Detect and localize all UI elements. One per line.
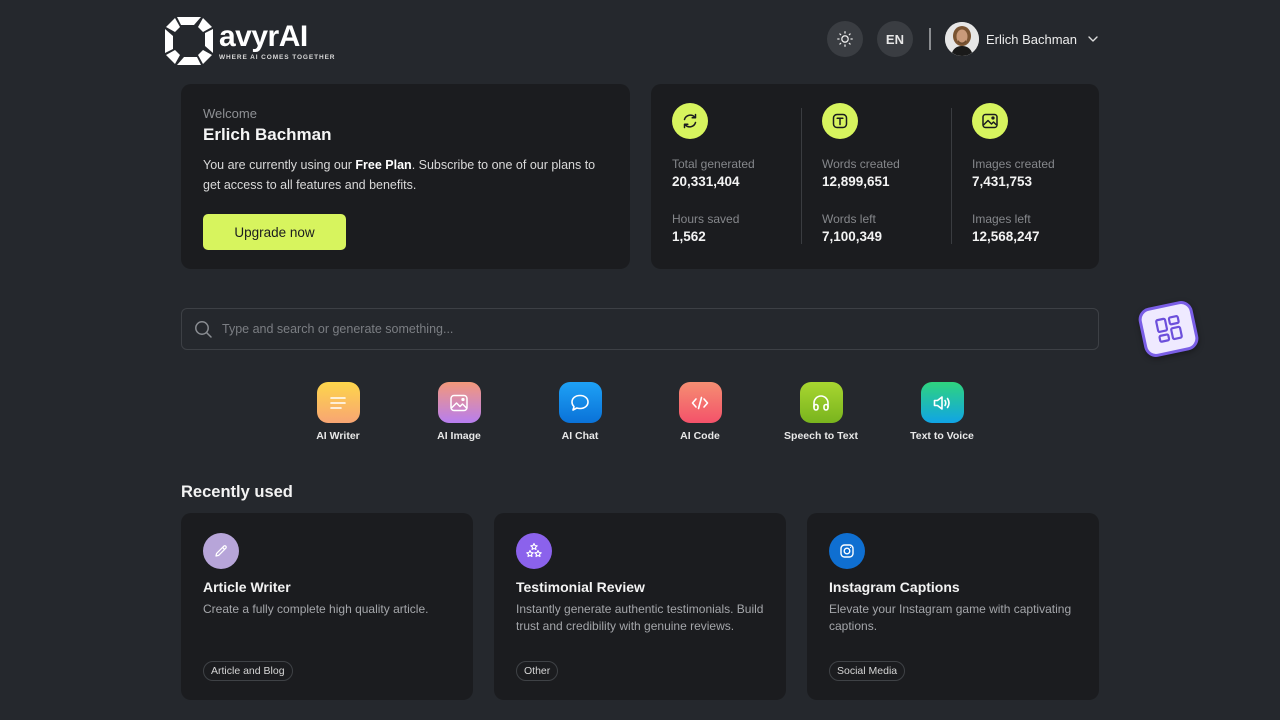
search-icon bbox=[195, 320, 212, 338]
category-tag[interactable]: Article and Blog bbox=[203, 661, 293, 681]
image-icon bbox=[972, 103, 1008, 139]
upgrade-now-button[interactable]: Upgrade now bbox=[203, 214, 346, 250]
user-name: Erlich Bachman bbox=[985, 31, 1077, 47]
recent-card-description: Elevate your Instagram game with captiva… bbox=[829, 602, 1072, 633]
column-divider bbox=[951, 108, 952, 244]
stat-value: 20,331,404 bbox=[672, 174, 740, 189]
stats-card: Total generated 20,331,404 Hours saved 1… bbox=[651, 84, 1099, 269]
logo[interactable]: avyrAI WHERE AI COMES TOGETHER bbox=[163, 15, 335, 67]
search-bar[interactable] bbox=[181, 308, 1099, 350]
header-actions: EN Erlich Bachman bbox=[826, 21, 1099, 57]
tool-label: AI Code bbox=[680, 430, 720, 442]
stat-value: 7,431,753 bbox=[972, 174, 1033, 189]
chat-bubble-icon bbox=[558, 382, 602, 423]
tool-text-to-voice[interactable]: Text to Voice bbox=[892, 382, 992, 442]
user-photo-icon bbox=[944, 22, 979, 56]
image-icon bbox=[437, 382, 481, 423]
column-divider bbox=[801, 108, 802, 244]
stat-value: 12,899,651 bbox=[822, 174, 890, 189]
tool-label: AI Image bbox=[437, 430, 481, 442]
tool-label: Speech to Text bbox=[784, 430, 858, 442]
logo-mark-icon bbox=[165, 17, 213, 65]
stat-label: Images created bbox=[972, 157, 1055, 171]
header: avyrAI WHERE AI COMES TOGETHER EN bbox=[0, 0, 1280, 80]
headphones-icon bbox=[799, 382, 843, 423]
welcome-user-name: Erlich Bachman bbox=[203, 125, 332, 144]
tool-speech-to-text[interactable]: Speech to Text bbox=[771, 382, 871, 442]
stat-label: Words created bbox=[822, 157, 900, 171]
tool-ai-chat[interactable]: AI Chat bbox=[530, 382, 630, 442]
stat-label: Total generated bbox=[672, 157, 755, 171]
recent-card-description: Instantly generate authentic testimonial… bbox=[516, 602, 764, 633]
stat-label: Words left bbox=[822, 212, 876, 226]
tool-ai-writer[interactable]: AI Writer bbox=[288, 382, 388, 442]
category-tag[interactable]: Social Media bbox=[829, 661, 906, 681]
stat-label: Images left bbox=[972, 212, 1031, 226]
chevron-down-icon[interactable] bbox=[1087, 33, 1099, 45]
recent-card-title: Article Writer bbox=[203, 579, 291, 595]
recent-card-title: Instagram Captions bbox=[829, 579, 960, 595]
welcome-card: Welcome Erlich Bachman You are currently… bbox=[181, 84, 630, 269]
brand-tagline: WHERE AI COMES TOGETHER bbox=[219, 53, 336, 61]
stat-value: 1,562 bbox=[672, 229, 706, 244]
instagram-icon bbox=[829, 533, 865, 569]
code-icon bbox=[678, 382, 722, 423]
recent-card-article-writer[interactable]: Article Writer Create a fully complete h… bbox=[181, 513, 473, 700]
sun-icon bbox=[837, 31, 853, 47]
tool-label: Text to Voice bbox=[910, 430, 974, 442]
apps-grid-button[interactable] bbox=[1136, 298, 1201, 360]
theme-toggle-button[interactable] bbox=[826, 21, 863, 57]
speaker-icon bbox=[920, 382, 964, 423]
tool-ai-code[interactable]: AI Code bbox=[650, 382, 750, 442]
plan-message: You are currently using our Free Plan. S… bbox=[203, 158, 596, 192]
header-divider bbox=[928, 28, 931, 50]
recent-card-instagram-captions[interactable]: Instagram Captions Elevate your Instagra… bbox=[807, 513, 1099, 700]
tool-ai-image[interactable]: AI Image bbox=[409, 382, 509, 442]
stat-label: Hours saved bbox=[672, 212, 740, 226]
avatar[interactable] bbox=[944, 22, 979, 56]
search-input[interactable] bbox=[222, 322, 1082, 336]
stat-value: 12,568,247 bbox=[972, 229, 1040, 244]
recent-card-title: Testimonial Review bbox=[516, 579, 645, 595]
tool-label: AI Writer bbox=[316, 430, 360, 442]
recent-card-description: Create a fully complete high quality art… bbox=[203, 602, 429, 616]
language-button[interactable]: EN bbox=[876, 21, 913, 57]
category-tag[interactable]: Other bbox=[516, 661, 559, 681]
stat-value: 7,100,349 bbox=[822, 229, 883, 244]
refresh-icon bbox=[672, 103, 708, 139]
apps-grid-icon bbox=[1154, 315, 1183, 343]
recently-used-title: Recently used bbox=[181, 483, 293, 501]
welcome-label: Welcome bbox=[203, 106, 257, 121]
recent-card-testimonial-review[interactable]: Testimonial Review Instantly generate au… bbox=[494, 513, 786, 700]
brand-name: avyrAI bbox=[219, 19, 308, 53]
tool-label: AI Chat bbox=[561, 430, 599, 442]
user-menu[interactable]: Erlich Bachman bbox=[944, 22, 1099, 56]
pencil-icon bbox=[203, 533, 239, 569]
text-icon bbox=[822, 103, 858, 139]
lines-icon bbox=[316, 382, 360, 423]
plan-name: Free Plan bbox=[355, 158, 412, 172]
stars-icon bbox=[516, 533, 552, 569]
